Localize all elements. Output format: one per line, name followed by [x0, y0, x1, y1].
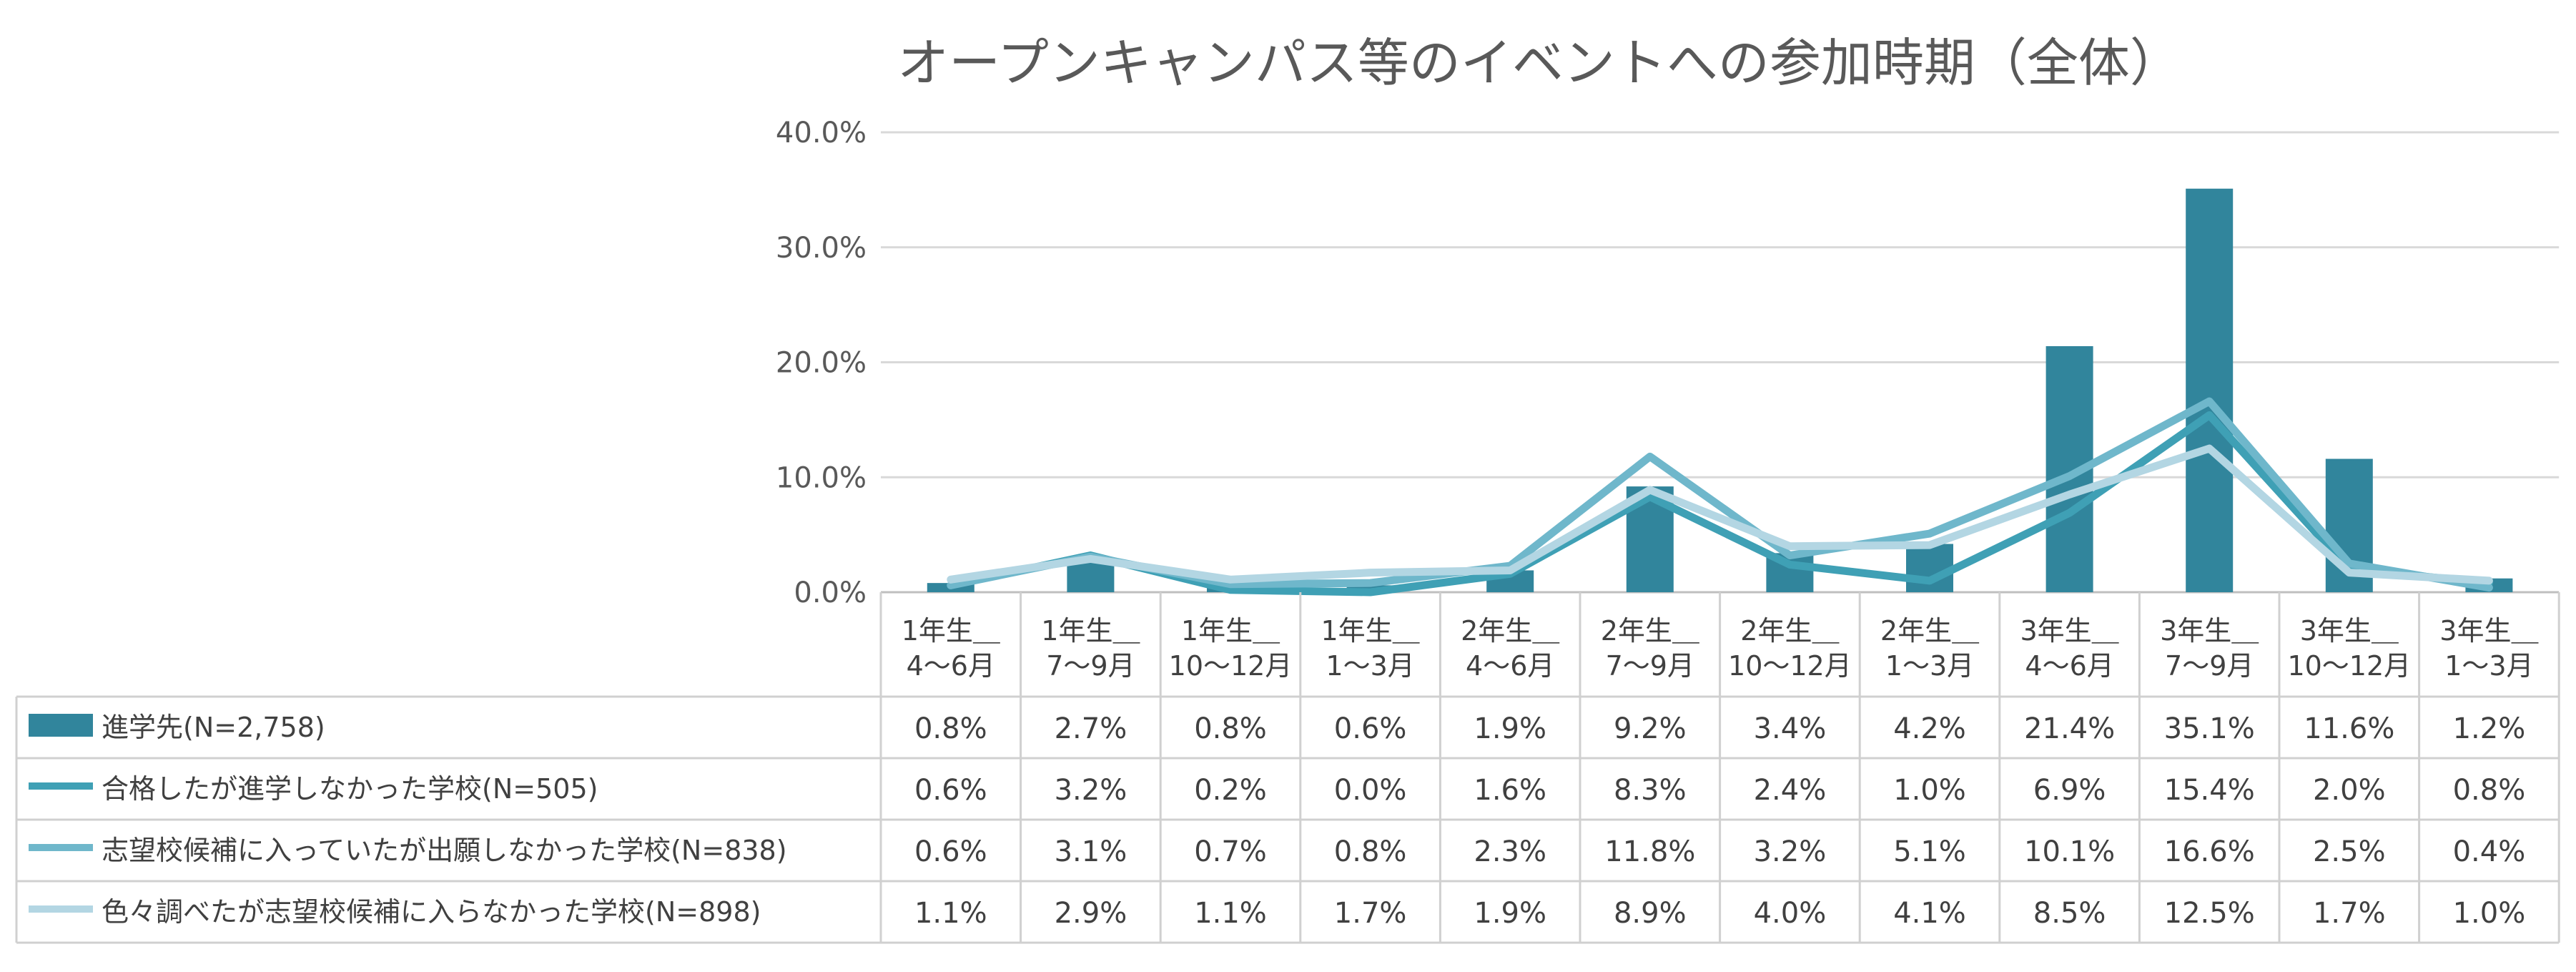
- x-tick-label: 10〜12月: [1728, 650, 1852, 682]
- x-tick-label: 1年生＿: [1181, 615, 1280, 647]
- data-label: 1.2%: [2453, 712, 2526, 745]
- bar: [2186, 188, 2234, 593]
- data-label: 1.7%: [1334, 897, 1407, 930]
- data-label: 1.9%: [1474, 897, 1546, 930]
- data-label: 0.8%: [1334, 835, 1407, 868]
- data-label: 3.2%: [1754, 835, 1827, 868]
- x-tick-label: 1〜3月: [1885, 650, 1974, 682]
- y-tick-label: 40.0%: [776, 117, 867, 149]
- series-line: [947, 444, 2493, 585]
- x-tick-label: 3年生＿: [2160, 615, 2259, 647]
- data-label: 1.7%: [2313, 897, 2386, 930]
- x-tick-label: 1〜3月: [2444, 650, 2533, 682]
- x-tick-label: 7〜9月: [1046, 650, 1135, 682]
- x-tick-label: 10〜12月: [1169, 650, 1293, 682]
- x-tick-label: 2年生＿: [1601, 615, 1699, 647]
- y-tick-label: 30.0%: [776, 232, 867, 265]
- data-label: 6.9%: [2033, 774, 2106, 807]
- data-label: 1.0%: [2453, 897, 2526, 930]
- data-label: 2.7%: [1055, 712, 1127, 745]
- data-label: 0.6%: [1334, 712, 1407, 745]
- legend-key: [29, 714, 93, 737]
- data-table: 1年生＿4〜6月1年生＿7〜9月1年生＿10〜12月1年生＿1〜3月2年生＿4〜…: [15, 592, 2560, 944]
- series-line: [947, 411, 2493, 597]
- data-label: 1.6%: [1474, 774, 1546, 807]
- data-label: 10.1%: [2024, 835, 2115, 868]
- x-tick-label: 7〜9月: [2165, 650, 2254, 682]
- data-label: 0.7%: [1194, 835, 1267, 868]
- data-label: 35.1%: [2164, 712, 2255, 745]
- data-label: 1.1%: [914, 897, 987, 930]
- data-label: 8.9%: [1614, 897, 1687, 930]
- data-label: 5.1%: [1893, 835, 1966, 868]
- x-tick-label: 4〜6月: [2025, 650, 2113, 682]
- x-tick-label: 7〜9月: [1606, 650, 1694, 682]
- data-label: 0.2%: [1194, 774, 1267, 807]
- legend-label: 合格したが進学しなかった学校(N=505): [102, 773, 598, 805]
- x-tick-label: 1年生＿: [1321, 615, 1420, 647]
- bar: [1906, 544, 1953, 592]
- legend-label: 志望校候補に入っていたが出願しなかった学校(N=838): [102, 835, 787, 866]
- data-label: 4.1%: [1893, 897, 1966, 930]
- line-series: [947, 397, 2493, 597]
- legend-label: 色々調べたが志望校候補に入らなかった学校(N=898): [102, 896, 761, 928]
- x-tick-label: 3年生＿: [2439, 615, 2538, 647]
- data-label: 0.8%: [914, 712, 987, 745]
- data-label: 2.5%: [2313, 835, 2386, 868]
- data-label: 0.8%: [2453, 774, 2526, 807]
- x-tick-label: 2年生＿: [1880, 615, 1979, 647]
- data-label: 0.4%: [2453, 835, 2526, 868]
- data-label: 8.3%: [1614, 774, 1687, 807]
- data-label: 0.0%: [1334, 774, 1407, 807]
- data-label: 4.0%: [1754, 897, 1827, 930]
- data-label: 16.6%: [2164, 835, 2255, 868]
- data-label: 3.2%: [1055, 774, 1127, 807]
- x-tick-label: 2年生＿: [1461, 615, 1559, 647]
- data-label: 12.5%: [2164, 897, 2255, 930]
- data-label: 15.4%: [2164, 774, 2255, 807]
- data-label: 4.2%: [1893, 712, 1966, 745]
- data-label: 2.3%: [1474, 835, 1546, 868]
- data-label: 2.9%: [1055, 897, 1127, 930]
- x-tick-label: 3年生＿: [2300, 615, 2399, 647]
- x-tick-label: 4〜6月: [907, 650, 995, 682]
- data-label: 21.4%: [2024, 712, 2115, 745]
- data-label: 1.1%: [1194, 897, 1267, 930]
- data-label: 0.6%: [914, 774, 987, 807]
- x-tick-label: 2年生＿: [1740, 615, 1839, 647]
- x-tick-label: 4〜6月: [1466, 650, 1554, 682]
- y-tick-label: 20.0%: [776, 347, 867, 380]
- data-label: 2.0%: [2313, 774, 2386, 807]
- legend-label: 進学先(N=2,758): [102, 712, 325, 743]
- x-tick-label: 1〜3月: [1326, 650, 1414, 682]
- y-axis-ticks: 0.0% 10.0% 20.0% 30.0% 40.0%: [776, 117, 867, 609]
- data-label: 9.2%: [1614, 712, 1687, 745]
- data-label: 1.9%: [1474, 712, 1546, 745]
- data-label: 8.5%: [2033, 897, 2106, 930]
- data-label: 3.4%: [1754, 712, 1827, 745]
- data-label: 11.8%: [1604, 835, 1695, 868]
- bar: [1067, 561, 1115, 592]
- y-tick-label: 0.0%: [794, 576, 867, 609]
- data-label: 3.1%: [1055, 835, 1127, 868]
- x-tick-label: 10〜12月: [2287, 650, 2411, 682]
- data-label: 11.6%: [2304, 712, 2394, 745]
- x-tick-label: 3年生＿: [2020, 615, 2119, 647]
- x-tick-label: 1年生＿: [1041, 615, 1140, 647]
- data-label: 0.6%: [914, 835, 987, 868]
- chart-title: オープンキャンパス等のイベントへの参加時期（全体）: [897, 33, 2181, 93]
- data-label: 1.0%: [1893, 774, 1966, 807]
- data-label: 0.8%: [1194, 712, 1267, 745]
- x-tick-label: 1年生＿: [902, 615, 1000, 647]
- y-tick-label: 10.0%: [776, 461, 867, 494]
- data-label: 2.4%: [1754, 774, 1827, 807]
